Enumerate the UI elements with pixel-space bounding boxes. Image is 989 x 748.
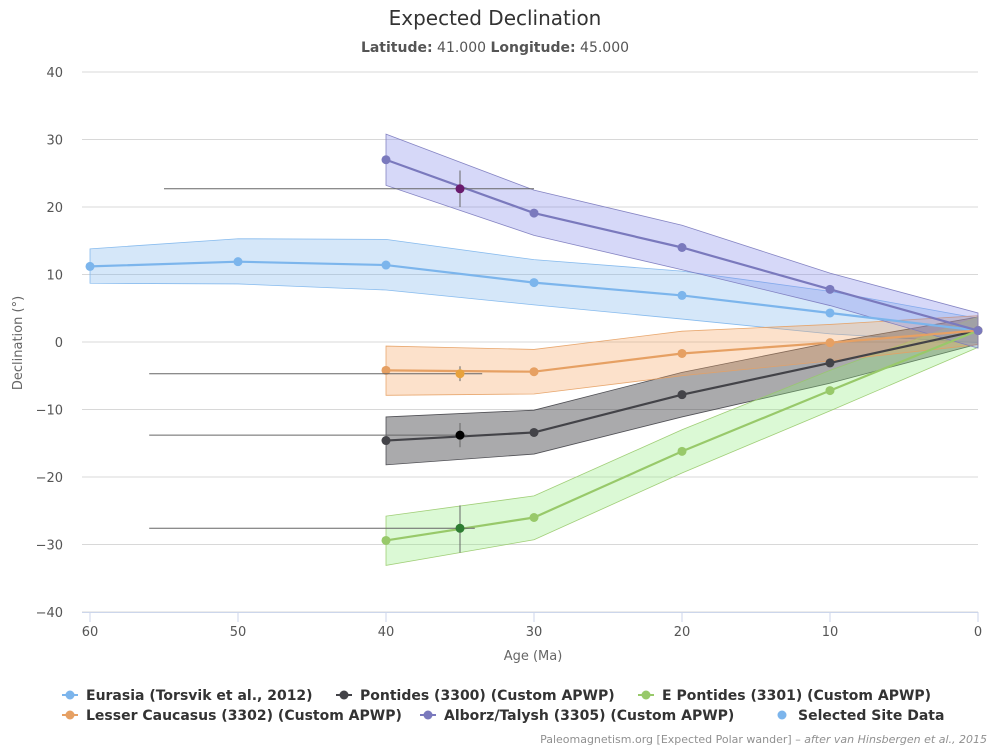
longitude-value: 45.000	[580, 40, 629, 56]
y-tick-label--30: −30	[36, 539, 63, 554]
band-series-4	[385, 133, 979, 349]
legend-marker-4	[423, 710, 433, 720]
latitude-value: 41.000	[437, 40, 486, 56]
y-tick-label--20: −20	[36, 471, 63, 486]
credit-main: Paleomagnetism.org [Expected Polar wande…	[540, 733, 804, 746]
y-tick-label-40: 40	[46, 66, 63, 81]
legend-item-3: Lesser Caucasus (3302) (Custom APWP)	[62, 708, 402, 724]
site-point-1	[455, 369, 465, 379]
legend-item-0: Eurasia (Torsvik et al., 2012)	[62, 688, 313, 704]
legend-marker-0	[65, 690, 75, 700]
x-axis-label: Age (Ma)	[504, 649, 563, 664]
point-series-2-30	[529, 513, 539, 522]
legend-item-2: E Pontides (3301) (Custom APWP)	[638, 688, 931, 704]
legend-label-0: Eurasia (Torsvik et al., 2012)	[86, 688, 313, 704]
legend: Eurasia (Torsvik et al., 2012) Pontides (…	[62, 688, 944, 724]
point-series-1-40	[381, 436, 391, 446]
point-series-0-30	[529, 278, 539, 288]
y-axis-tick-labels: 40 30 20 10 0 −10 −20 −30 −40	[36, 66, 63, 621]
legend-item-1: Pontides (3300) (Custom APWP)	[336, 688, 615, 704]
legend-label-5: Selected Site Data	[798, 708, 944, 724]
legend-item-5: Selected Site Data	[777, 708, 944, 724]
y-tick-label--10: −10	[36, 404, 63, 419]
legend-marker-1	[339, 690, 349, 700]
site-point-2	[455, 430, 465, 440]
legend-item-4: Alborz/Talysh (3305) (Custom APWP)	[420, 708, 734, 724]
point-series-4-40	[381, 155, 391, 165]
chart-subtitle: Latitude: 41.000 Longitude: 45.000	[361, 40, 629, 56]
credit-ref: after van Hinsbergen et al., 2015	[804, 733, 987, 746]
y-tick-label-10: 10	[46, 269, 63, 284]
point-series-0-10	[825, 308, 835, 318]
y-tick-label-30: 30	[46, 134, 63, 149]
site-point-3	[455, 523, 465, 533]
point-series-3-40	[381, 365, 391, 375]
legend-label-4: Alborz/Talysh (3305) (Custom APWP)	[444, 708, 734, 724]
point-series-3-20	[677, 348, 687, 358]
point-series-0-40	[381, 260, 391, 270]
point-series-0-20	[677, 290, 687, 300]
point-series-2-20	[677, 446, 687, 456]
legend-label-1: Pontides (3300) (Custom APWP)	[360, 688, 615, 704]
legend-marker-2	[641, 690, 651, 700]
site-point-0	[455, 184, 465, 194]
point-series-4-30	[529, 208, 539, 218]
latitude-label: Latitude:	[361, 40, 433, 56]
point-series-1-10	[825, 358, 835, 368]
point-series-2-10	[825, 386, 835, 396]
x-tick-label-50: 50	[230, 625, 247, 640]
confidence-bands	[89, 133, 979, 566]
x-tick-label-0: 0	[974, 625, 982, 640]
credit-text: Paleomagnetism.org [Expected Polar wande…	[540, 733, 987, 746]
x-tick-label-40: 40	[378, 625, 395, 640]
point-series-3-30	[529, 367, 539, 377]
point-series-1-30	[529, 427, 539, 437]
point-series-1-20	[677, 390, 687, 400]
y-axis-label: Declination (°)	[11, 296, 26, 390]
point-series-3-10	[825, 338, 835, 348]
point-series-2-40	[381, 535, 391, 545]
legend-marker-3	[65, 710, 75, 720]
x-tick-label-10: 10	[822, 625, 839, 640]
y-tick-label--40: −40	[36, 606, 63, 621]
x-axis: 60 50 40 30 20 10 0	[82, 612, 982, 640]
point-series-4-0	[973, 326, 983, 336]
longitude-label: Longitude:	[490, 40, 575, 56]
legend-label-2: E Pontides (3301) (Custom APWP)	[662, 688, 931, 704]
site-data	[149, 170, 534, 553]
x-tick-label-20: 20	[674, 625, 691, 640]
x-tick-label-30: 30	[526, 625, 543, 640]
legend-label-3: Lesser Caucasus (3302) (Custom APWP)	[86, 708, 402, 724]
x-tick-label-60: 60	[82, 625, 99, 640]
point-series-0-60	[85, 261, 95, 271]
point-series-4-10	[825, 284, 835, 294]
series-lines	[85, 155, 983, 545]
y-tick-label-20: 20	[46, 201, 63, 216]
legend-marker-5	[777, 710, 787, 720]
chart-title: Expected Declination	[389, 6, 602, 30]
y-tick-label-0: 0	[55, 336, 63, 351]
point-series-0-50	[233, 257, 243, 267]
point-series-4-20	[677, 243, 687, 252]
